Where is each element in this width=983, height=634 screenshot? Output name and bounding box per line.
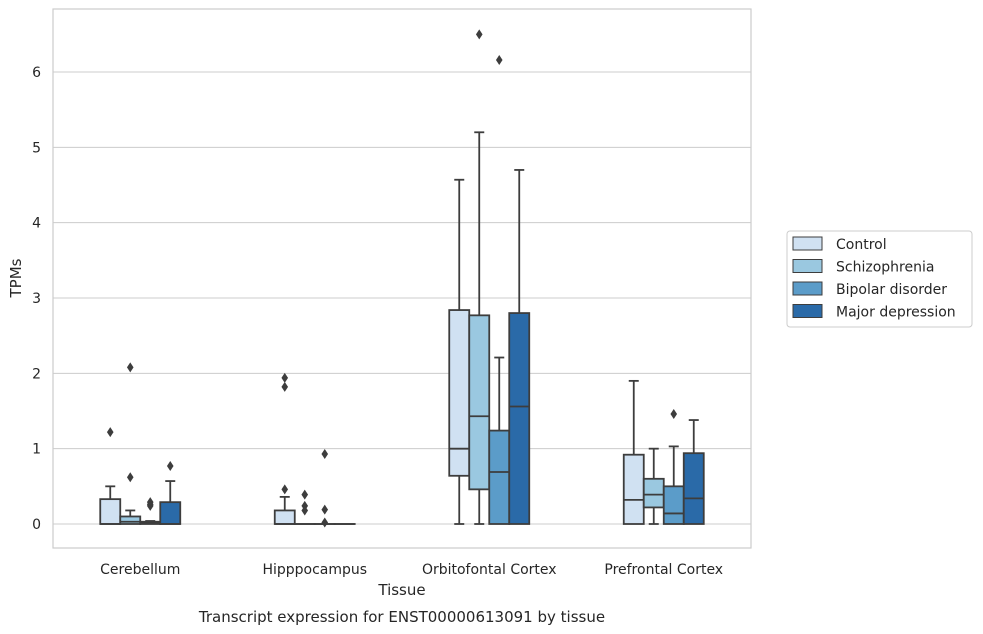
outlier-point	[146, 500, 154, 511]
box-iqr	[642, 477, 665, 509]
x-tick-label: Cerebellum	[100, 562, 180, 578]
box-iqr	[273, 509, 296, 525]
box-iqr	[682, 452, 705, 525]
box-iqr	[662, 485, 685, 525]
box-iqr	[99, 498, 122, 525]
box-major-depression	[508, 169, 531, 525]
x-tick-label: Orbitofontal Cortex	[422, 562, 557, 578]
box-control	[99, 427, 122, 525]
y-tick-labels: 0 1 2 3 4 5 6	[32, 65, 41, 533]
outlier-point	[281, 381, 289, 392]
y-tick-label: 4	[32, 216, 41, 232]
outlier-point	[321, 517, 329, 528]
y-tick-label: 1	[32, 442, 41, 458]
box-schizophrenia	[293, 489, 316, 525]
legend-swatch	[792, 236, 823, 251]
box-iqr	[159, 501, 182, 525]
outlier-point	[475, 29, 483, 40]
box-iqr	[508, 312, 531, 525]
legend-label: Bipolar disorder	[836, 282, 947, 298]
box-schizophrenia	[119, 362, 142, 525]
outlier-point	[301, 505, 309, 516]
y-axis-label: TPMs	[7, 258, 25, 298]
y-tick-label: 5	[32, 140, 41, 156]
figure-caption: Transcript expression for ENST0000061309…	[198, 608, 605, 626]
legend-label: Schizophrenia	[836, 260, 934, 276]
box-bipolar-disorder	[662, 409, 685, 525]
outlier-point	[126, 472, 134, 483]
box-iqr	[622, 453, 645, 525]
plot-frame	[52, 8, 752, 549]
x-tick-labels: Cerebellum Hipppocampus Orbitofontal Corte…	[100, 562, 723, 578]
box-iqr	[468, 314, 491, 491]
outlier-point	[495, 54, 503, 65]
outlier-point	[281, 484, 289, 495]
box-control	[622, 379, 645, 525]
y-tick-label: 3	[32, 291, 41, 307]
x-tick-label: Hipppocampus	[262, 562, 367, 578]
outlier-point	[106, 427, 114, 438]
y-tick-label: 0	[32, 517, 41, 533]
x-axis-label: Tissue	[377, 581, 425, 599]
outlier-point	[126, 362, 134, 373]
outlier-point	[301, 489, 309, 500]
legend-swatch	[792, 281, 823, 296]
outlier-point	[166, 460, 174, 471]
legend-frame	[786, 230, 973, 328]
legend-label: Control	[836, 237, 887, 253]
box-iqr	[119, 515, 142, 525]
x-tick-label: Prefrontal Cortex	[604, 562, 723, 578]
box-major-depression	[682, 419, 705, 525]
y-tick-label: 2	[32, 366, 41, 382]
outlier-point	[321, 504, 329, 515]
box-major-depression	[159, 460, 182, 525]
box-schizophrenia	[468, 29, 491, 525]
outlier-point	[281, 372, 289, 383]
legend-label: Major depression	[836, 305, 956, 321]
box-control	[273, 372, 296, 525]
outlier-point	[670, 409, 678, 420]
legend-swatch	[792, 304, 823, 318]
box-schizophrenia	[642, 447, 665, 525]
outlier-point	[321, 448, 329, 459]
box-iqr	[448, 309, 471, 477]
legend-swatch	[792, 259, 823, 273]
box-iqr	[488, 429, 511, 525]
boxes	[99, 29, 705, 528]
legend: Control Schizophrenia Bipolar disorder Majo…	[786, 230, 973, 328]
y-tick-label: 6	[32, 65, 41, 81]
